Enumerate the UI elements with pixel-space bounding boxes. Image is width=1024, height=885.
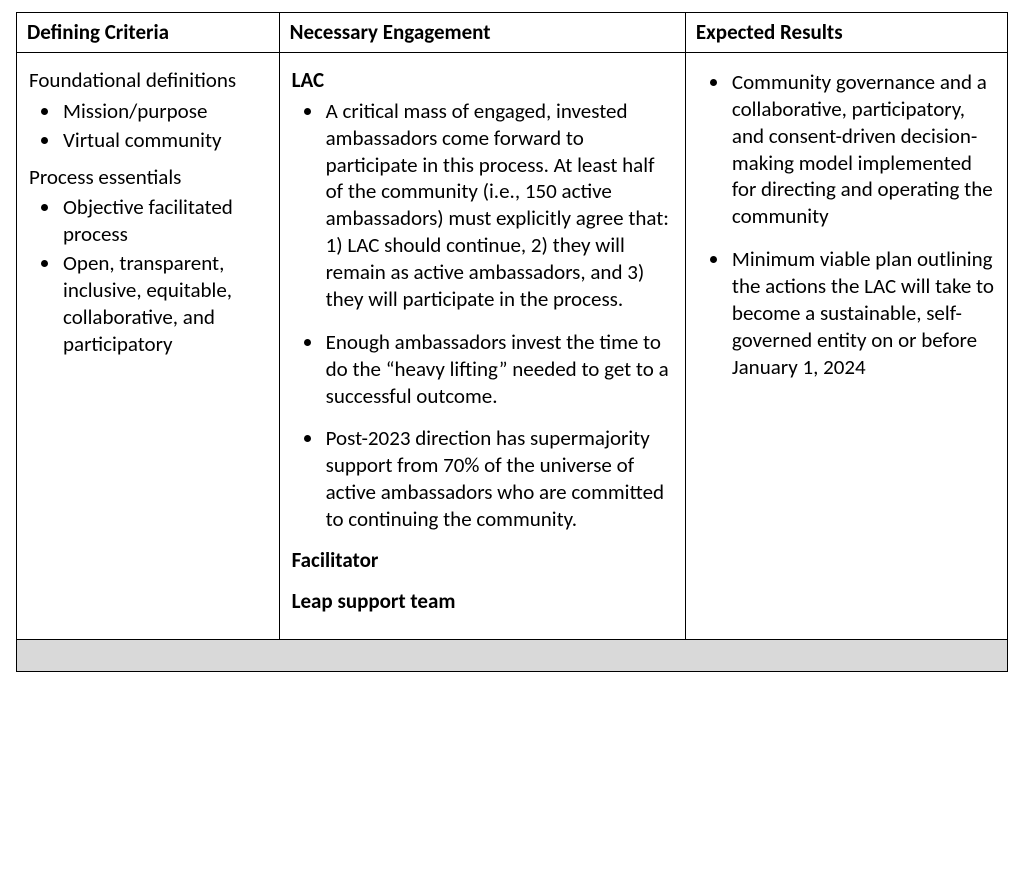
list-item: Enough ambassadors invest the time to do… xyxy=(324,329,673,410)
cell-necessary-engagement: LAC A critical mass of engaged, invested… xyxy=(279,52,685,639)
list-item: Virtual community xyxy=(61,127,267,154)
cell-expected-results: Community governance and a collaborative… xyxy=(685,52,1007,639)
list-item: Minimum viable plan outlining the action… xyxy=(730,246,995,380)
list-item: Objective facilitated process xyxy=(61,194,267,248)
header-necessary-engagement: Necessary Engagement xyxy=(279,13,685,53)
list-item: Community governance and a collaborative… xyxy=(730,69,995,230)
page: Defining Criteria Necessary Engagement E… xyxy=(0,0,1024,885)
list-item: Post-2023 direction has supermajority su… xyxy=(324,425,673,533)
list-process-essentials: Objective facilitated process Open, tran… xyxy=(29,194,267,357)
list-foundational-definitions: Mission/purpose Virtual community xyxy=(29,98,267,154)
list-lac: A critical mass of engaged, invested amb… xyxy=(292,98,673,533)
list-item: Mission/purpose xyxy=(61,98,267,125)
label-facilitator: Facilitator xyxy=(292,547,673,574)
list-item: A critical mass of engaged, invested amb… xyxy=(324,98,673,313)
list-item: Open, transparent, inclusive, equitable,… xyxy=(61,250,267,358)
footer-cell xyxy=(17,639,1008,671)
label-leap-support-team: Leap support team xyxy=(292,588,673,615)
label-foundational-definitions: Foundational definitions xyxy=(29,67,267,94)
header-expected-results: Expected Results xyxy=(685,13,1007,53)
label-process-essentials: Process essentials xyxy=(29,164,267,191)
header-row: Defining Criteria Necessary Engagement E… xyxy=(17,13,1008,53)
footer-row xyxy=(17,639,1008,671)
label-lac: LAC xyxy=(292,67,673,94)
cell-defining-criteria: Foundational definitions Mission/purpose… xyxy=(17,52,280,639)
header-defining-criteria: Defining Criteria xyxy=(17,13,280,53)
content-row: Foundational definitions Mission/purpose… xyxy=(17,52,1008,639)
list-expected-results: Community governance and a collaborative… xyxy=(698,69,995,381)
criteria-table: Defining Criteria Necessary Engagement E… xyxy=(16,12,1008,672)
